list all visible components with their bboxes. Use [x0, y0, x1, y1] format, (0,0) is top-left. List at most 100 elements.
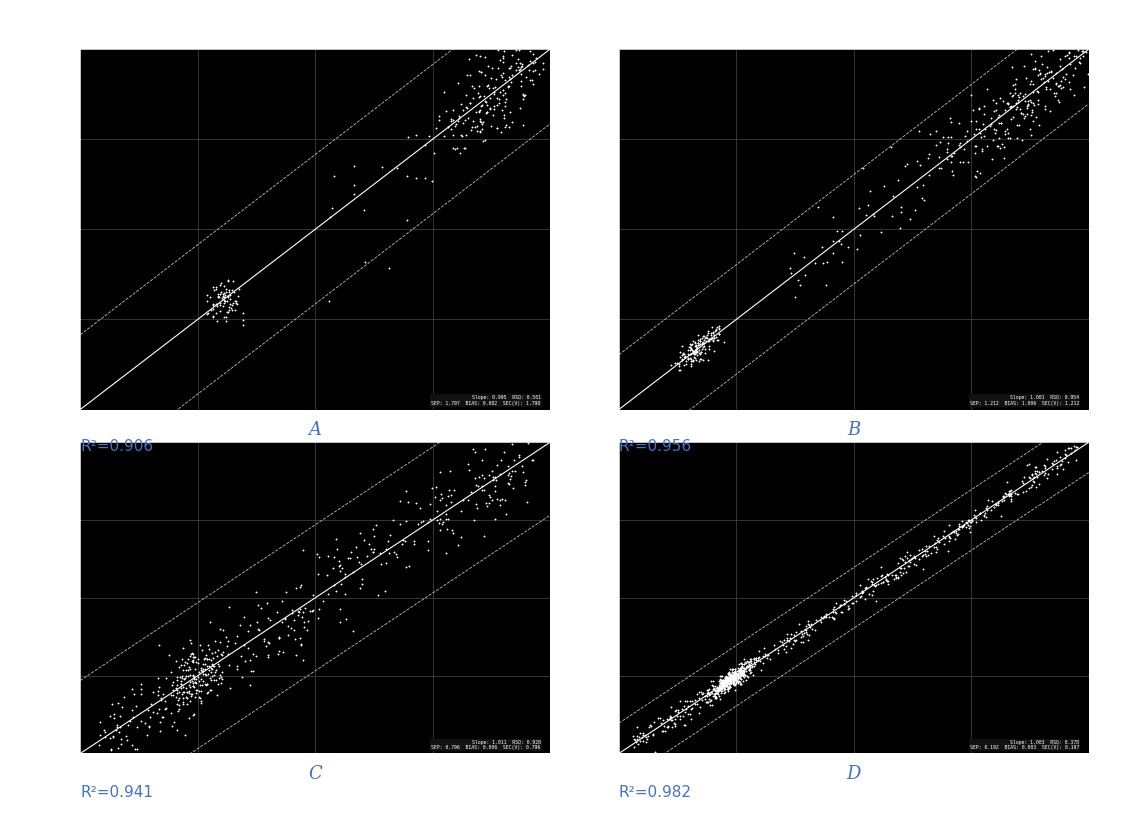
Point	[813, 241, 831, 254]
Point	[214, 296, 233, 310]
Point	[737, 668, 755, 681]
Point	[739, 663, 758, 676]
Point	[724, 672, 743, 685]
Point	[929, 531, 948, 544]
Point	[999, 485, 1018, 498]
Point	[1033, 464, 1051, 477]
Point	[472, 66, 490, 79]
Point	[515, 88, 533, 101]
Point	[967, 165, 986, 178]
Point	[298, 624, 316, 637]
Point	[806, 256, 824, 269]
Point	[207, 283, 226, 296]
Point	[364, 530, 383, 543]
Point	[173, 697, 191, 710]
Point	[693, 686, 712, 699]
Point	[711, 681, 729, 694]
Point	[347, 550, 366, 563]
Point	[791, 278, 809, 292]
Point	[731, 677, 749, 690]
Point	[1026, 467, 1044, 480]
Point	[328, 542, 346, 555]
Point	[678, 353, 697, 366]
Point	[708, 681, 727, 695]
Point	[967, 115, 986, 128]
Point	[745, 652, 763, 665]
Point	[719, 683, 737, 696]
Point	[492, 54, 510, 67]
Point	[634, 731, 652, 744]
Point	[178, 698, 196, 711]
Point	[468, 497, 486, 510]
Point	[905, 552, 924, 565]
Point	[731, 665, 749, 678]
Point	[732, 662, 751, 675]
Point	[182, 690, 201, 703]
Point	[728, 673, 746, 686]
Point	[170, 703, 188, 716]
Point	[477, 96, 495, 109]
Point	[709, 683, 728, 696]
Point	[715, 676, 733, 690]
Point	[915, 178, 933, 191]
Point	[1021, 96, 1039, 109]
Point	[423, 174, 441, 188]
Point	[766, 643, 784, 656]
Point	[732, 667, 751, 680]
Point	[966, 147, 984, 160]
Point	[708, 320, 727, 333]
Point	[518, 495, 536, 508]
Point	[152, 711, 171, 724]
Point	[353, 572, 371, 586]
Point	[495, 100, 513, 113]
Point	[942, 156, 960, 169]
Point	[187, 687, 205, 700]
Point	[712, 676, 730, 689]
Point	[471, 125, 489, 138]
Point	[103, 697, 121, 710]
Point	[716, 672, 735, 685]
Point	[939, 137, 957, 150]
Point	[825, 613, 843, 626]
Point	[685, 351, 704, 364]
Point	[713, 676, 731, 690]
Point	[715, 675, 733, 688]
Point	[978, 501, 996, 514]
Point	[1004, 110, 1022, 123]
Point	[752, 663, 770, 676]
Point	[234, 314, 252, 327]
Point	[896, 555, 915, 568]
Point	[628, 729, 646, 742]
Point	[219, 275, 237, 288]
Point	[1004, 88, 1022, 102]
Point	[771, 634, 790, 647]
Point	[711, 681, 729, 694]
Point	[464, 91, 482, 104]
Point	[227, 294, 245, 307]
Point	[731, 664, 749, 677]
Point	[503, 115, 521, 129]
Point	[832, 599, 850, 612]
Point	[701, 333, 720, 346]
Point	[183, 647, 202, 660]
Point	[295, 654, 313, 667]
Point	[677, 358, 696, 371]
Point	[503, 69, 521, 82]
Point	[397, 514, 415, 527]
Point	[202, 303, 220, 316]
Point	[921, 127, 940, 140]
Point	[795, 622, 814, 635]
Point	[725, 668, 744, 681]
Point	[691, 348, 709, 361]
Point	[910, 544, 928, 557]
Point	[724, 670, 743, 683]
Point	[190, 685, 209, 698]
Point	[182, 655, 201, 668]
Point	[217, 314, 235, 327]
Point	[724, 667, 743, 680]
Point	[1036, 467, 1054, 480]
Point	[709, 334, 728, 347]
Point	[369, 588, 387, 601]
Point	[942, 165, 960, 178]
Point	[960, 525, 979, 538]
